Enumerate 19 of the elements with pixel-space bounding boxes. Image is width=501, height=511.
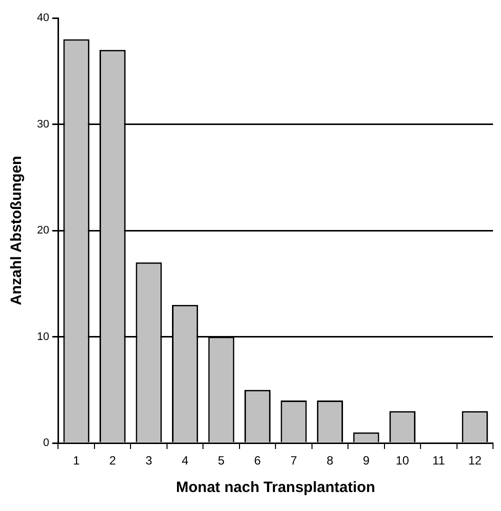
y-tick-label: 20 [36,224,50,237]
x-tick-label: 4 [182,453,189,468]
y-axis-title: Anzahl Abstoßungen [8,156,26,306]
x-axis-title: Monat nach Transplantation [176,479,376,496]
x-tick-label: 10 [396,453,410,468]
y-tick-label: 40 [36,12,50,24]
x-tick-label: 7 [290,453,298,468]
y-tick-label: 0 [43,437,50,450]
x-tick-label: 3 [145,453,152,468]
y-tick-label: 30 [36,118,50,130]
x-tick-label: 6 [254,453,262,468]
y-tick-label: 10 [36,330,50,343]
x-tick-label: 12 [468,453,482,468]
x-tick-label: 11 [432,453,446,468]
x-tick-label: 8 [326,453,334,468]
x-tick-label: 9 [362,453,370,468]
x-tick-label: 1 [73,453,80,468]
x-tick-label: 2 [109,453,116,468]
x-tick-label: 5 [218,453,225,468]
